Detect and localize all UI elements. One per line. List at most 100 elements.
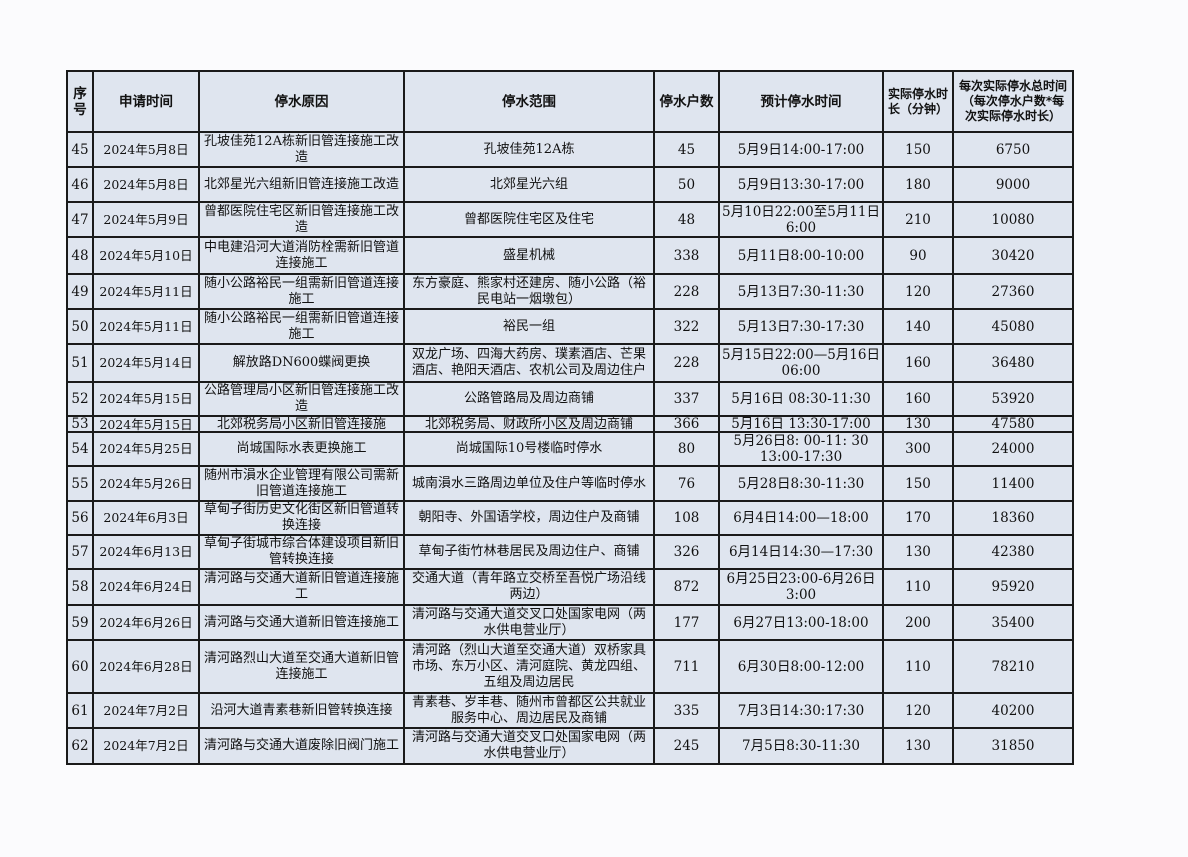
cell-minutes: 140 (882, 308, 954, 345)
cell-reason: 随小公路裕民一组需新旧管道连接施工 (198, 308, 405, 345)
cell-households: 366 (653, 415, 720, 433)
cell-date: 2024年5月15日 (92, 415, 200, 433)
cell-date: 2024年6月24日 (92, 568, 200, 606)
cell-households: 48 (653, 201, 720, 238)
table-row: 46 2024年5月8日 北郊星光六组新旧管连接施工改造 北郊星光六组 50 5月9日13… (66, 166, 1074, 203)
table-row: 53 2024年5月15日 北郊税务局小区新旧管连接施 北郊税务局、财政所小区及周边商… (66, 415, 1074, 433)
cell-households: 322 (653, 308, 720, 345)
header-households: 停水户数 (653, 70, 720, 133)
cell-no: 52 (66, 381, 94, 417)
cell-total: 30420 (952, 236, 1074, 275)
cell-minutes: 130 (882, 727, 954, 765)
cell-planned: 5月26日8: 00-11: 30 13:00-17:30 (718, 431, 884, 467)
cell-households: 338 (653, 236, 720, 275)
cell-total: 6750 (952, 131, 1074, 168)
header-total: 每次实际停水总时间（每次停水户数*每次实际停水时长） (952, 70, 1074, 133)
header-no: 序号 (66, 70, 94, 133)
cell-total: 45080 (952, 308, 1074, 345)
cell-minutes: 120 (882, 273, 954, 310)
cell-reason: 曾都医院住宅区新旧管连接施工改造 (198, 201, 405, 238)
header-scope: 停水范围 (403, 70, 655, 133)
cell-total: 31850 (952, 727, 1074, 765)
cell-scope: 清河路与交通大道交叉口处国家电网（两水供电营业厅） (403, 727, 655, 765)
cell-scope: 尚城国际10号楼临时停水 (403, 431, 655, 467)
cell-minutes: 130 (882, 534, 954, 570)
cell-date: 2024年5月25日 (92, 431, 200, 467)
cell-no: 53 (66, 415, 94, 433)
cell-total: 18360 (952, 500, 1074, 536)
cell-scope: 草甸子街竹林巷居民及周边住户、商铺 (403, 534, 655, 570)
cell-total: 27360 (952, 273, 1074, 310)
cell-planned: 7月3日14:30:17:30 (718, 692, 884, 729)
cell-households: 335 (653, 692, 720, 729)
cell-no: 55 (66, 465, 94, 502)
cell-households: 50 (653, 166, 720, 203)
cell-planned: 5月16日 13:30-17:00 (718, 415, 884, 433)
table-row: 51 2024年5月14日 解放路DN600蝶阀更换 双龙广场、四海大药房、璞素酒店、… (66, 343, 1074, 383)
cell-reason: 解放路DN600蝶阀更换 (198, 343, 405, 383)
table-row: 57 2024年6月13日 草甸子街城市综合体建设项目新旧管转换连接 草甸子街竹林巷居… (66, 534, 1074, 570)
cell-date: 2024年5月15日 (92, 381, 200, 417)
cell-households: 711 (653, 639, 720, 694)
cell-reason: 北郊星光六组新旧管连接施工改造 (198, 166, 405, 203)
cell-planned: 5月13日7:30-11:30 (718, 273, 884, 310)
cell-minutes: 200 (882, 604, 954, 641)
cell-no: 45 (66, 131, 94, 168)
cell-households: 108 (653, 500, 720, 536)
table-row: 61 2024年7月2日 沿河大道青素巷新旧管转换连接 青素巷、岁丰巷、随州市曾都区公… (66, 692, 1074, 729)
cell-total: 95920 (952, 568, 1074, 606)
cell-minutes: 150 (882, 131, 954, 168)
cell-planned: 5月28日8:30-11:30 (718, 465, 884, 502)
cell-households: 228 (653, 273, 720, 310)
cell-households: 177 (653, 604, 720, 641)
cell-minutes: 160 (882, 343, 954, 383)
cell-scope: 北郊星光六组 (403, 166, 655, 203)
cell-planned: 7月5日8:30-11:30 (718, 727, 884, 765)
cell-reason: 孔坡佳苑12A栋新旧管连接施工改造 (198, 131, 405, 168)
table-row: 60 2024年6月28日 清河路烈山大道至交通大道新旧管连接施工 清河路（烈山大道至… (66, 639, 1074, 694)
cell-total: 10080 (952, 201, 1074, 238)
cell-scope: 双龙广场、四海大药房、璞素酒店、芒果酒店、艳阳天酒店、农机公司及周边住户 (403, 343, 655, 383)
cell-date: 2024年6月13日 (92, 534, 200, 570)
cell-minutes: 170 (882, 500, 954, 536)
cell-reason: 草甸子街历史文化街区新旧管道转换连接 (198, 500, 405, 536)
cell-planned: 6月25日23:00-6月26日3:00 (718, 568, 884, 606)
cell-date: 2024年5月14日 (92, 343, 200, 383)
cell-date: 2024年6月26日 (92, 604, 200, 641)
table-row: 62 2024年7月2日 清河路与交通大道废除旧阀门施工 清河路与交通大道交叉口处国家… (66, 727, 1074, 765)
cell-planned: 5月16日 08:30-11:30 (718, 381, 884, 417)
cell-no: 57 (66, 534, 94, 570)
table-row: 50 2024年5月11日 随小公路裕民一组需新旧管道连接施工 裕民一组 322 5月13… (66, 308, 1074, 345)
cell-date: 2024年7月2日 (92, 727, 200, 765)
cell-planned: 6月4日14:00—18:00 (718, 500, 884, 536)
cell-date: 2024年7月2日 (92, 692, 200, 729)
cell-no: 59 (66, 604, 94, 641)
cell-no: 47 (66, 201, 94, 238)
cell-households: 76 (653, 465, 720, 502)
header-minutes: 实际停水时长（分钟） (882, 70, 954, 133)
cell-minutes: 120 (882, 692, 954, 729)
cell-reason: 沿河大道青素巷新旧管转换连接 (198, 692, 405, 729)
cell-minutes: 160 (882, 381, 954, 417)
cell-scope: 盛星机械 (403, 236, 655, 275)
cell-date: 2024年5月10日 (92, 236, 200, 275)
cell-households: 45 (653, 131, 720, 168)
cell-date: 2024年5月26日 (92, 465, 200, 502)
cell-no: 54 (66, 431, 94, 467)
water-outage-table: 序号 申请时间 停水原因 停水范围 停水户数 预计停水时间 实际停水时长（分钟）… (66, 70, 1074, 765)
header-date: 申请时间 (92, 70, 200, 133)
cell-no: 51 (66, 343, 94, 383)
table-row: 58 2024年6月24日 清河路与交通大道新旧管道连接施工 交通大道（青年路立交桥至… (66, 568, 1074, 606)
cell-households: 228 (653, 343, 720, 383)
cell-planned: 5月9日14:00-17:00 (718, 131, 884, 168)
table-header-row: 序号 申请时间 停水原因 停水范围 停水户数 预计停水时间 实际停水时长（分钟）… (66, 70, 1074, 133)
cell-reason: 随州市溳水企业管理有限公司需新旧管道连接施工 (198, 465, 405, 502)
cell-scope: 朝阳寺、外国语学校，周边住户及商铺 (403, 500, 655, 536)
cell-total: 35400 (952, 604, 1074, 641)
cell-date: 2024年5月9日 (92, 201, 200, 238)
cell-total: 47580 (952, 415, 1074, 433)
cell-households: 326 (653, 534, 720, 570)
cell-scope: 交通大道（青年路立交桥至吾悦广场沿线两边） (403, 568, 655, 606)
cell-scope: 清河路与交通大道交叉口处国家电网（两水供电营业厅） (403, 604, 655, 641)
cell-date: 2024年5月8日 (92, 166, 200, 203)
